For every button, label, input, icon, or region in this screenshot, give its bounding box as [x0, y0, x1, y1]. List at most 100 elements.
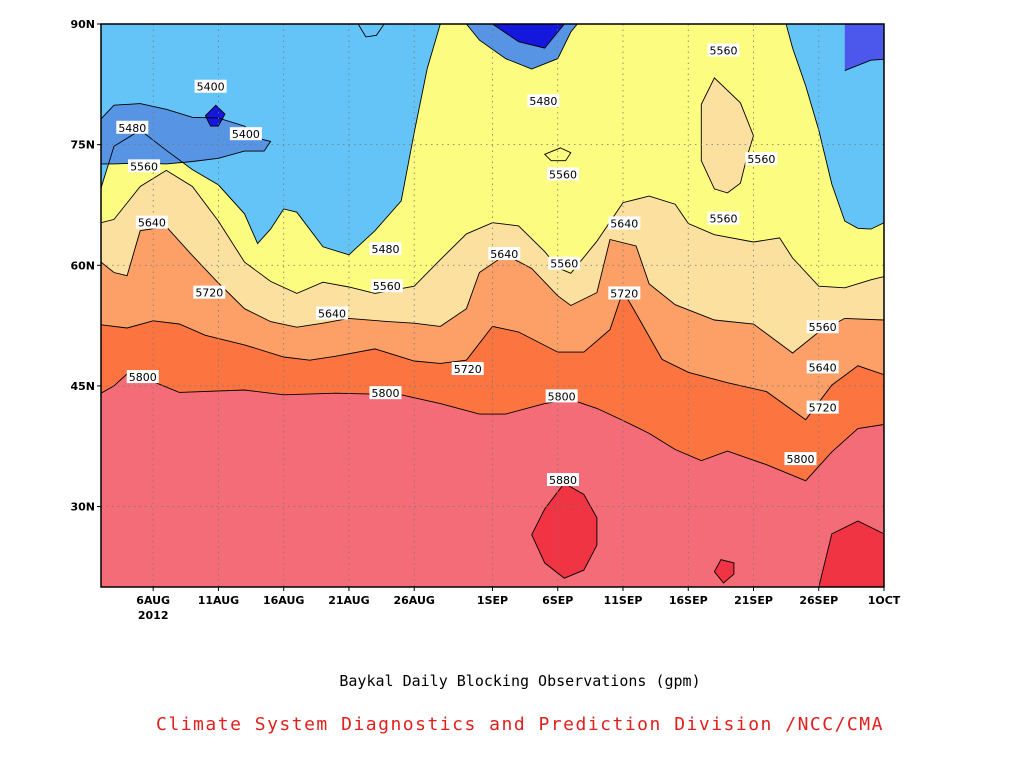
- y-tick-label: 45N: [70, 380, 95, 393]
- contour-label: 5560: [548, 256, 581, 271]
- x-tick-label: 11AUG: [198, 594, 239, 607]
- band-fill-5320: [844, 24, 884, 71]
- contour-label-text: 5720: [809, 402, 837, 415]
- contour-label-box: [707, 211, 740, 225]
- contour-label-text: 5640: [318, 308, 346, 321]
- contour-label-box: [784, 452, 817, 466]
- contour-fills: [101, 24, 884, 587]
- closed-fill-5640: [701, 77, 754, 193]
- y-axis-ticks: 30N 45N 60N 75N 90N: [70, 18, 101, 514]
- contour-line-5320: [204, 104, 226, 127]
- contour-label-text: 5480: [529, 95, 557, 108]
- contour-label: 5560: [707, 211, 740, 226]
- contour-label: 5720: [806, 400, 839, 415]
- contour-label-box: [193, 285, 226, 299]
- contour-label-box: [548, 256, 581, 270]
- contour-label: 5800: [545, 389, 578, 403]
- closed-fill-5880: [818, 521, 884, 587]
- chart-subtitle: Baykal Daily Blocking Observations (gpm): [339, 672, 701, 690]
- contour-line-5320: [491, 24, 565, 49]
- x-tick-label: 11SEP: [604, 594, 643, 607]
- contour-label-text: 5640: [610, 217, 638, 230]
- x-tick-label: 16SEP: [669, 594, 708, 607]
- x-tick-label: 16AUG: [263, 594, 304, 607]
- contour-label: 5480: [527, 94, 560, 108]
- contour-label-box: [806, 360, 839, 374]
- contour-label-text: 5720: [454, 363, 482, 376]
- contour-label: 5560: [806, 320, 839, 334]
- contour-label-text: 5480: [371, 243, 399, 256]
- contour-label: 5560: [546, 167, 579, 181]
- contour-label-box: [707, 43, 740, 57]
- contour-label: 5880: [546, 473, 579, 487]
- contour-label-box: [451, 362, 484, 376]
- contour-label-box: [370, 279, 403, 293]
- contour-line-5560: [101, 169, 884, 294]
- x-tick-label: 6AUG: [136, 594, 170, 607]
- closed-fill-5560: [544, 147, 571, 161]
- contour-label-text: 5800: [129, 371, 157, 384]
- x-tick-label: 21AUG: [328, 594, 369, 607]
- contour-label-text: 5800: [548, 390, 576, 403]
- contour-label-box: [135, 215, 168, 229]
- contour-label-box: [545, 389, 578, 403]
- contour-line-5480: [101, 24, 884, 256]
- credit-line: Climate System Diagnostics and Predictio…: [156, 714, 884, 735]
- contour-labels: 5400 5400 5480 5560 5640 5720 5800 5480 5560 5640…: [116, 43, 839, 487]
- band-fill-5480: [101, 24, 884, 255]
- contour-label-box: [315, 306, 348, 320]
- contour-label: 5800: [369, 386, 402, 400]
- contour-label-text: 5800: [371, 387, 399, 400]
- contour-label-box: [229, 127, 262, 141]
- contour-label-text: 5880: [549, 474, 577, 487]
- contour-label: 5640: [135, 215, 168, 230]
- contour-line-5480: [357, 24, 385, 38]
- contour-label: 5560: [128, 159, 161, 173]
- contour-label: 5480: [116, 120, 149, 135]
- contour-line-5880: [713, 559, 735, 584]
- contour-line-5560: [543, 147, 572, 162]
- contour-label-text: 5720: [610, 287, 638, 300]
- contour-label: 5720: [451, 362, 484, 376]
- contour-label-box: [194, 79, 227, 93]
- x-tick-label: 26AUG: [393, 594, 434, 607]
- contour-label-box: [608, 286, 641, 300]
- contour-label: 5640: [315, 306, 348, 321]
- contour-label: 5400: [194, 79, 227, 94]
- contour-label-text: 5800: [786, 453, 814, 466]
- contour-label-box: [546, 167, 579, 181]
- contour-label-box: [128, 159, 161, 173]
- contour-label-text: 5560: [373, 280, 401, 293]
- x-tick-label: 6SEP: [542, 594, 573, 607]
- contour-label: 5640: [806, 360, 839, 374]
- band-fill-5400: [101, 103, 271, 164]
- contour-label-text: 5400: [197, 81, 225, 94]
- contour-label: 5640: [488, 247, 521, 261]
- x-tick-label: 1SEP: [477, 594, 508, 607]
- x-tick-label: 1OCT: [868, 594, 901, 607]
- contour-line-5640: [101, 226, 884, 354]
- contour-line-5640: [700, 77, 754, 194]
- contour-line-5880: [818, 520, 884, 587]
- contour-label-box: [608, 216, 641, 230]
- contour-label-box: [546, 473, 579, 487]
- y-tick-label: 60N: [70, 259, 95, 272]
- contour-label-box: [745, 152, 778, 166]
- contour-line-5320: [844, 58, 884, 72]
- contour-label-text: 5560: [550, 258, 578, 271]
- contour-label-text: 5720: [195, 287, 223, 300]
- contour-label-box: [369, 242, 402, 256]
- contour-label-text: 5640: [490, 248, 518, 261]
- contour-lines: [101, 24, 884, 587]
- contour-line-5400: [465, 24, 578, 70]
- y-tick-label: 90N: [70, 18, 95, 31]
- contour-label-box: [126, 370, 159, 384]
- band-fill-5800: [101, 373, 884, 587]
- contour-label: 5480: [369, 242, 402, 256]
- closed-fill-5320: [492, 24, 565, 49]
- contour-label-text: 5560: [130, 160, 158, 173]
- contour-label-text: 5400: [232, 128, 260, 141]
- contour-label-box: [369, 386, 402, 400]
- x-tick-label: 26SEP: [799, 594, 838, 607]
